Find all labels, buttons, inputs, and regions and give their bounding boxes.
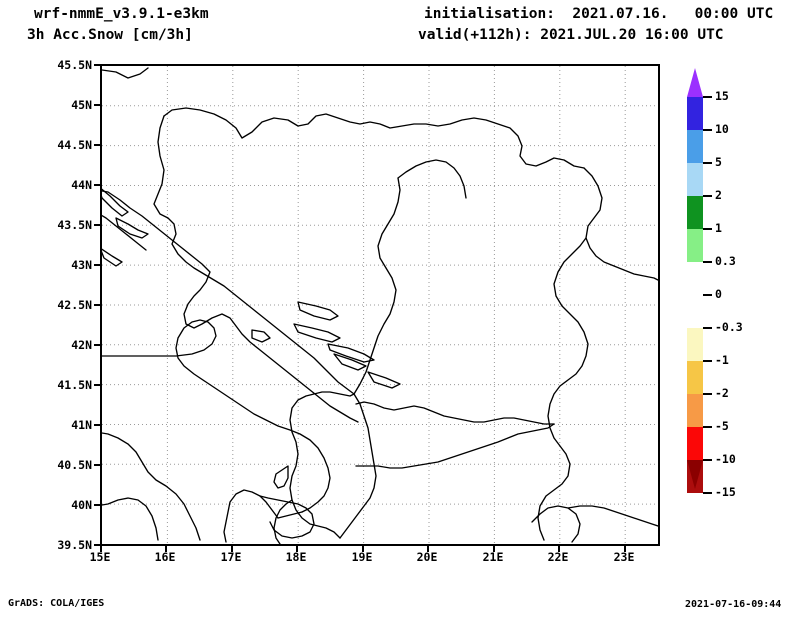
colorbar-tickmark: [703, 327, 712, 329]
model-title: wrf-nmmE_v3.9.1-e3km: [34, 6, 209, 22]
colorbar-label: -2: [715, 386, 729, 400]
ytick-mark: [94, 304, 100, 306]
colorbar-label: -15: [715, 485, 736, 499]
ytick-label: 45N: [71, 98, 92, 112]
map-canvas: [102, 66, 658, 544]
map-plot-area: [100, 64, 660, 546]
xtick-label: 19E: [351, 550, 373, 564]
colorbar-band-n2-n1: [687, 361, 703, 394]
xtick-label: 17E: [220, 550, 242, 564]
map-gridlines: [102, 66, 658, 544]
ytick-mark: [94, 344, 100, 346]
ytick-mark: [94, 144, 100, 146]
ytick-label: 44.5N: [57, 138, 92, 152]
colorbar-tickmark: [703, 96, 712, 98]
ytick-label: 42N: [71, 338, 92, 352]
ytick-mark: [94, 224, 100, 226]
colorbar-tickmark: [703, 492, 712, 494]
ytick-label: 42.5N: [57, 298, 92, 312]
xtick-mark: [231, 546, 233, 552]
colorbar-label: -0.3: [715, 320, 743, 334]
ytick-label: 45.5N: [57, 58, 92, 72]
colorbar-label: 0: [715, 287, 722, 301]
ytick-mark: [94, 64, 100, 66]
xtick-mark: [624, 546, 626, 552]
colorbar-label: 15: [715, 89, 729, 103]
xtick-mark: [165, 546, 167, 552]
xtick-mark: [100, 546, 102, 552]
colorbar-band-2-5: [687, 163, 703, 196]
colorbar-band-5-10: [687, 130, 703, 163]
colorbar-label: 2: [715, 188, 722, 202]
ytick-mark: [94, 464, 100, 466]
colorbar-label: -10: [715, 452, 736, 466]
colorbar-overflow-arrow-up-icon: [687, 68, 703, 97]
render-timestamp: 2021-07-16-09:44: [685, 599, 782, 610]
xtick-mark: [362, 546, 364, 552]
xtick-mark: [493, 546, 495, 552]
xtick-mark: [296, 546, 298, 552]
xtick-label: 21E: [482, 550, 504, 564]
colorbar-band-n1-n0.3: [687, 328, 703, 361]
colorbar-label: -5: [715, 419, 729, 433]
colorbar-tickmark: [703, 294, 712, 296]
latitude-axis: 45.5N 45N 44.5N 44N 43.5N 43N 42.5N 42N …: [0, 0, 100, 618]
xtick-label: 16E: [154, 550, 176, 564]
valid-time: valid(+112h): 2021.JUL.20 16:00 UTC: [418, 27, 724, 43]
colorbar-tickmark: [703, 360, 712, 362]
colorbar-tickmark: [703, 162, 712, 164]
colorbar-tickmark: [703, 426, 712, 428]
ytick-label: 39.5N: [57, 538, 92, 552]
ytick-mark: [94, 504, 100, 506]
ytick-label: 40.5N: [57, 458, 92, 472]
xtick-mark: [427, 546, 429, 552]
xtick-mark: [558, 546, 560, 552]
ytick-label: 41N: [71, 418, 92, 432]
ytick-mark: [94, 544, 100, 546]
ytick-mark: [94, 424, 100, 426]
coastlines-and-borders: [102, 67, 658, 544]
colorbar-band-0.3-1: [687, 229, 703, 262]
colorbar-label: 1: [715, 221, 722, 235]
xtick-label: 23E: [613, 550, 635, 564]
colorbar-label: 0.3: [715, 254, 736, 268]
colorbar-tickmark: [703, 459, 712, 461]
xtick-label: 20E: [416, 550, 438, 564]
colorbar-band-n10-n5: [687, 427, 703, 460]
ytick-label: 43.5N: [57, 218, 92, 232]
xtick-label: 22E: [547, 550, 569, 564]
colorbar-tickmark: [703, 129, 712, 131]
colorbar-band-zero: [687, 262, 703, 328]
ytick-mark: [94, 384, 100, 386]
xtick-label: 18E: [285, 550, 307, 564]
ytick-mark: [94, 264, 100, 266]
colorbar: [687, 97, 703, 493]
ytick-label: 40N: [71, 498, 92, 512]
ytick-label: 44N: [71, 178, 92, 192]
colorbar-tickmark: [703, 195, 712, 197]
ytick-mark: [94, 184, 100, 186]
initialisation-time: initialisation: 2021.07.16. 00:00 UTC: [424, 6, 774, 22]
colorbar-overflow-arrow-down-icon: [687, 460, 703, 489]
xtick-label: 15E: [89, 550, 111, 564]
ytick-label: 41.5N: [57, 378, 92, 392]
grads-attribution: GrADS: COLA/IGES: [8, 598, 105, 609]
colorbar-band-n5-n2: [687, 394, 703, 427]
colorbar-band-1-2: [687, 196, 703, 229]
colorbar-tickmark: [703, 393, 712, 395]
ytick-label: 43N: [71, 258, 92, 272]
field-title: 3h Acc.Snow [cm/3h]: [27, 27, 193, 43]
colorbar-label: -1: [715, 353, 729, 367]
colorbar-band-10-15: [687, 97, 703, 130]
ytick-mark: [94, 104, 100, 106]
colorbar-label: 10: [715, 122, 729, 136]
colorbar-label: 5: [715, 155, 722, 169]
colorbar-tickmark: [703, 228, 712, 230]
colorbar-tickmark: [703, 261, 712, 263]
